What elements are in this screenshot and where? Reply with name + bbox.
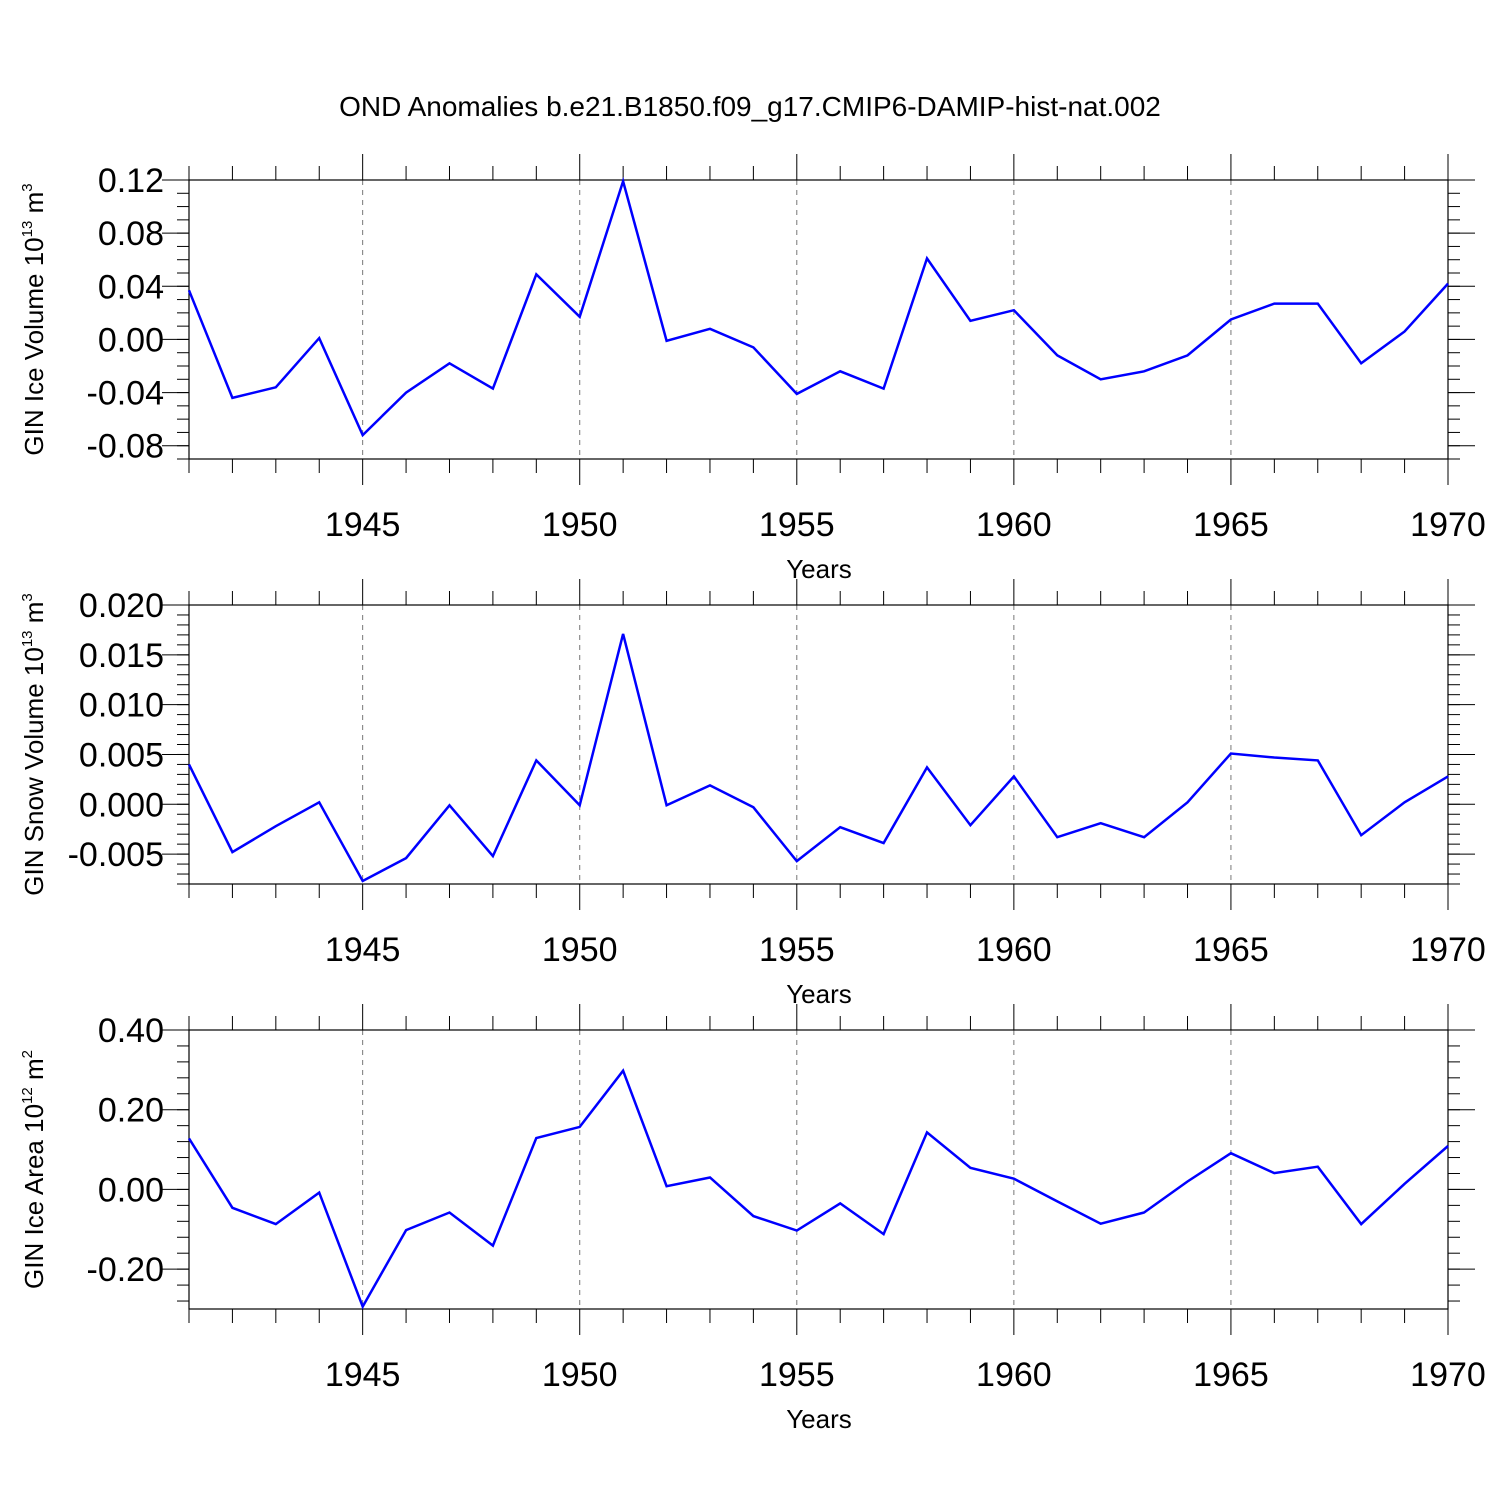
plot-frame — [188, 1029, 1449, 1310]
panel-3: -0.20 0.00 0.20 0.40 1945 1950 1955 1960 1965 197… — [19, 1004, 1486, 1434]
plot-frame — [188, 604, 1449, 885]
y-tick-label: 0.00 — [98, 1171, 164, 1209]
y-axis-title: GIN Ice Volume 1013 m3 — [19, 183, 49, 455]
plot-frame — [188, 179, 1449, 460]
y-axis-title: GIN Ice Area 1012 m2 — [19, 1050, 49, 1289]
y-tick-label: 0.20 — [98, 1092, 164, 1130]
x-tick-label: 1950 — [542, 1356, 618, 1394]
series-line — [187, 633, 1449, 883]
x-tick-label: 1955 — [759, 931, 835, 969]
x-tick-label: 1950 — [542, 931, 618, 969]
series-line — [187, 1068, 1449, 1310]
x-tick-label: 1960 — [976, 1356, 1052, 1394]
y-tick-label: 0.005 — [79, 736, 164, 774]
y-tick-label: -0.04 — [87, 375, 165, 413]
x-tick-label: 1945 — [325, 931, 401, 969]
x-axis-title: Years — [786, 1404, 852, 1434]
x-tick-label: 1965 — [1193, 1356, 1269, 1394]
x-tick-label: 1945 — [325, 1356, 401, 1394]
x-tick-label: 1945 — [325, 506, 401, 544]
x-tick-label: 1960 — [976, 931, 1052, 969]
y-tick-label: 0.010 — [79, 687, 164, 725]
y-tick-label: 0.04 — [98, 268, 164, 306]
x-tick-label: 1970 — [1410, 931, 1486, 969]
series-line — [187, 176, 1449, 438]
x-tick-label: 1960 — [976, 506, 1052, 544]
x-tick-label: 1955 — [759, 506, 835, 544]
y-tick-label: 0.00 — [98, 321, 164, 359]
x-tick-label: 1970 — [1410, 506, 1486, 544]
x-tick-label: 1965 — [1193, 931, 1269, 969]
y-tick-label: 0.40 — [98, 1012, 164, 1050]
x-tick-label: 1950 — [542, 506, 618, 544]
y-axis-title: GIN Snow Volume 1013 m3 — [19, 593, 49, 896]
x-tick-label: 1955 — [759, 1356, 835, 1394]
figure-title: OND Anomalies b.e21.B1850.f09_g17.CMIP6-… — [339, 91, 1161, 122]
x-axis-title: Years — [786, 979, 852, 1009]
panel-2: -0.005 0.000 0.005 0.010 0.015 0.020 1945 1950 1… — [19, 579, 1486, 1009]
y-tick-label: -0.08 — [87, 428, 165, 466]
y-tick-label: 0.015 — [79, 637, 164, 675]
y-tick-label: -0.005 — [68, 836, 164, 874]
y-tick-label: 0.020 — [79, 587, 164, 625]
x-axis-title: Years — [786, 554, 852, 584]
x-tick-label: 1965 — [1193, 506, 1269, 544]
y-tick-label: 0.08 — [98, 215, 164, 253]
x-tick-label: 1970 — [1410, 1356, 1486, 1394]
y-tick-label: 0.000 — [79, 786, 164, 824]
y-tick-label: -0.20 — [87, 1251, 165, 1289]
y-tick-label: 0.12 — [98, 162, 164, 200]
panel-1: -0.08 -0.04 0.00 0.04 0.08 0.12 1945 1950 1955 19… — [19, 154, 1486, 584]
